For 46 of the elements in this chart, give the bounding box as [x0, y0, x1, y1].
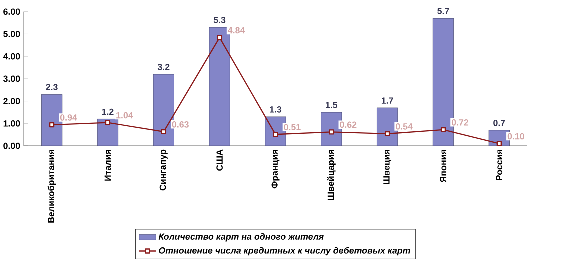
- data-label: 2.3: [46, 84, 58, 91]
- legend-label: Количество карт на одного жителя: [158, 234, 324, 242]
- data-label: 1.5: [326, 102, 338, 109]
- x-tick-label: Франция: [272, 150, 280, 189]
- point: [105, 120, 111, 126]
- point: [217, 35, 222, 41]
- data-label: 5.3: [214, 17, 226, 24]
- point: [385, 132, 390, 137]
- x-tick-label: Италия: [104, 150, 112, 182]
- y-tick-label: 2.00: [4, 98, 20, 105]
- x-tick-label: Сингапур: [160, 150, 168, 191]
- data-label: 1.04: [116, 112, 134, 119]
- data-label: 0.94: [60, 114, 78, 122]
- y-tick-label: 0.00: [4, 143, 20, 150]
- y-tick-label: 5.00: [4, 31, 20, 38]
- data-label: 1.2: [102, 109, 114, 116]
- data-label: 0.51: [284, 124, 301, 131]
- y-tick-label: 1.00: [4, 120, 20, 128]
- x-tick-label: Япония: [440, 150, 447, 183]
- data-label: 0.7: [494, 120, 506, 127]
- y-tick-label: 3.00: [3, 76, 20, 82]
- x-tick-label: Швеция: [384, 150, 392, 185]
- data-label: 0.72: [452, 120, 469, 126]
- x-tick-label: Швейцария: [327, 150, 336, 200]
- point: [329, 130, 334, 136]
- data-label: 0.63: [172, 122, 189, 128]
- point: [161, 130, 166, 135]
- x-tick-label: США: [216, 150, 223, 172]
- legend-label: Отношение числа кредитных к числу дебетовых карт: [159, 248, 410, 256]
- data-label: 1.7: [382, 98, 394, 104]
- x-tick-label: Россия: [496, 150, 503, 181]
- y-tick-label: 4.00: [3, 54, 20, 60]
- data-label: 0.62: [340, 122, 357, 128]
- y-tick-label: 6.00: [4, 8, 20, 16]
- data-label: 0.54: [396, 124, 413, 130]
- point: [273, 132, 278, 138]
- data-label: 4.84: [228, 28, 246, 34]
- data-label: 3.2: [158, 64, 170, 71]
- bar: [97, 119, 119, 147]
- data-label: 5.7: [438, 8, 450, 15]
- x-tick-label: Великобритания: [48, 150, 56, 224]
- data-label: 0.10: [508, 134, 524, 140]
- data-label: 1.3: [270, 106, 282, 114]
- point: [440, 128, 446, 133]
- point: [496, 142, 502, 147]
- point: [49, 122, 55, 128]
